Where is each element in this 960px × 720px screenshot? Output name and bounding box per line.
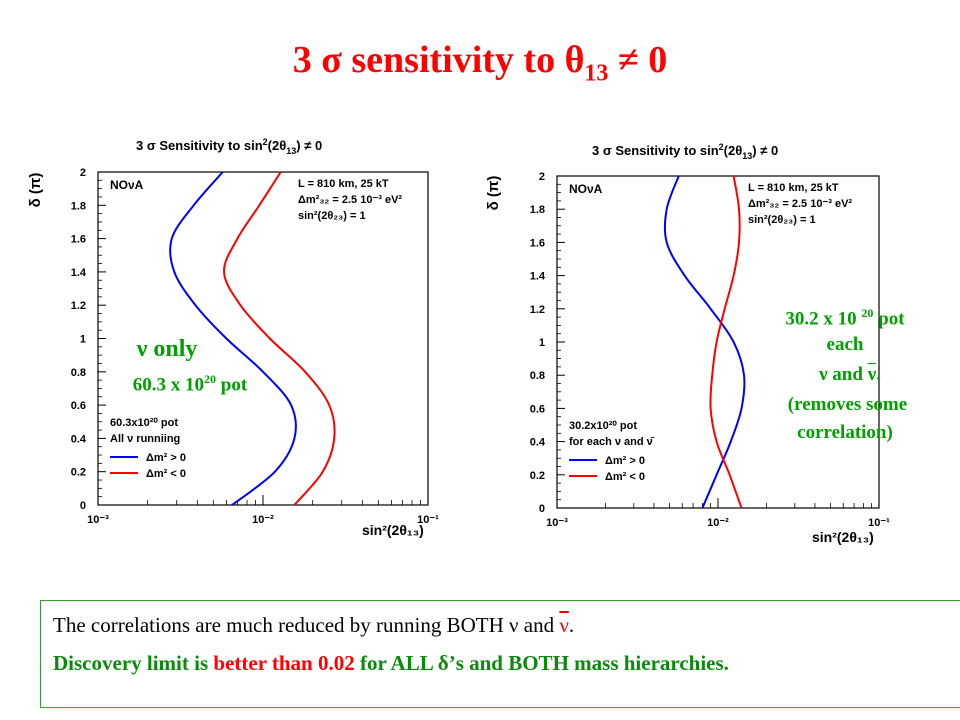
x-tick-label: 10⁻² [252, 514, 274, 526]
legend-title-2: All ν runniing [110, 433, 180, 445]
y-tick-label: 0 [539, 503, 545, 515]
legend-title-1: 60.3x10²⁰ pot [110, 417, 178, 429]
y-tick-label: 0.8 [530, 370, 545, 382]
annotation-removes: (removes some [787, 394, 908, 415]
x-axis-label: sin²(2θ₁₃) [812, 529, 874, 545]
x-axis: 10⁻³ 10⁻² 10⁻¹ [546, 498, 890, 529]
y-tick-label: 0.6 [71, 400, 86, 412]
experiment-label: NOνA [569, 182, 603, 196]
y-tick-label: 1.8 [530, 204, 545, 216]
y-axis-label: δ (π) [485, 176, 502, 211]
legend: Δm² > 0 Δm² < 0 [569, 455, 645, 483]
y-tick-label: 1 [539, 337, 545, 349]
y-tick-label: 1.2 [530, 304, 545, 316]
annotation-correlation: correlation) [797, 422, 893, 443]
y-tick-label: 2 [539, 171, 545, 183]
y-tick-label: 1.8 [71, 200, 86, 212]
title-suffix: ≠ 0 [608, 39, 668, 81]
y-tick-label: 1 [80, 334, 86, 346]
param-sin23: sin²(2θ₂₃) = 1 [748, 214, 816, 226]
experiment-label: NOνA [110, 178, 144, 192]
x-axis-label: sin²(2θ₁₃) [362, 522, 424, 538]
curve-inverted-hierarchy [222, 171, 336, 506]
x-tick-label: 10⁻³ [87, 514, 109, 526]
title-text: 3 σ sensitivity to θ [292, 39, 585, 81]
y-tick-label: 1.4 [71, 267, 87, 279]
legend-label: Δm² > 0 [605, 455, 645, 467]
curve-normal-hierarchy [169, 171, 297, 506]
legend-title-2: for each ν and ν̄ [569, 436, 655, 448]
x-tick-label: 10⁻² [707, 517, 729, 529]
plot-title: 3 σ Sensitivity to sin2(2θ13) ≠ 0 [136, 137, 322, 156]
legend-label: Δm² < 0 [605, 471, 645, 483]
summary-box: The correlations are much reduced by run… [40, 600, 960, 708]
x-axis: 10⁻³ 10⁻² 10⁻¹ [87, 495, 439, 526]
plot-title: 3 σ Sensitivity to sin2(2θ13) ≠ 0 [592, 142, 778, 161]
y-tick-label: 2 [80, 167, 86, 179]
y-axis: 0 0.2 0.4 0.6 0.8 1 1.2 1.4 1.6 1.8 2 [71, 167, 106, 512]
y-tick-label: 0 [80, 500, 86, 512]
slide-title: 3 σ sensitivity to θ13 ≠ 0 [0, 38, 960, 88]
param-dm: Δm²₃₂ = 2.5 10⁻³ eV² [298, 194, 402, 206]
y-tick-label: 0.4 [71, 433, 87, 445]
annotation-nu-only: ν only [136, 336, 198, 362]
annotation-pot-right: 30.2 x 10 20 pot [785, 306, 905, 330]
x-tick-label: 10⁻¹ [417, 514, 439, 526]
y-tick-label: 0.2 [530, 470, 545, 482]
param-dm: Δm²₃₂ = 2.5 10⁻³ eV² [748, 198, 852, 210]
y-tick-label: 0.6 [530, 403, 545, 415]
legend-label: Δm² > 0 [146, 452, 186, 464]
annotation-nu-and-nubar: ν and ν. [819, 364, 881, 385]
y-tick-label: 0.8 [71, 367, 86, 379]
legend: Δm² > 0 Δm² < 0 [110, 452, 186, 480]
legend-title-1: 30.2x10²⁰ pot [569, 420, 637, 432]
curves [663, 175, 746, 509]
y-axis: 0 0.2 0.4 0.6 0.8 1 1.2 1.4 1.6 1.8 2 [530, 171, 565, 515]
summary-line-2: Discovery limit is better than 0.02 for … [53, 651, 729, 675]
y-tick-label: 1.6 [530, 237, 545, 249]
y-tick-label: 0.4 [530, 437, 546, 449]
y-tick-label: 1.2 [71, 300, 86, 312]
curves [169, 171, 336, 506]
curve-inverted-hierarchy [709, 175, 743, 509]
summary-line-1: The correlations are much reduced by run… [53, 613, 575, 637]
x-tick-label: 10⁻¹ [868, 517, 890, 529]
y-tick-label: 1.6 [71, 234, 86, 246]
y-tick-label: 1.4 [530, 271, 546, 283]
curve-normal-hierarchy [663, 175, 746, 509]
param-sin23: sin²(2θ₂₃) = 1 [298, 210, 366, 222]
title-subscript: 13 [584, 60, 609, 87]
annotation-pot-left: 60.3 x 1020 pot [132, 372, 248, 396]
y-tick-label: 0.2 [71, 467, 86, 479]
legend-label: Δm² < 0 [146, 468, 186, 480]
param-baseline: L = 810 km, 25 kT [298, 178, 389, 190]
y-axis-label: δ (π) [27, 173, 44, 208]
param-baseline: L = 810 km, 25 kT [748, 182, 839, 194]
annotation-each: each [826, 334, 864, 355]
x-tick-label: 10⁻³ [546, 517, 568, 529]
